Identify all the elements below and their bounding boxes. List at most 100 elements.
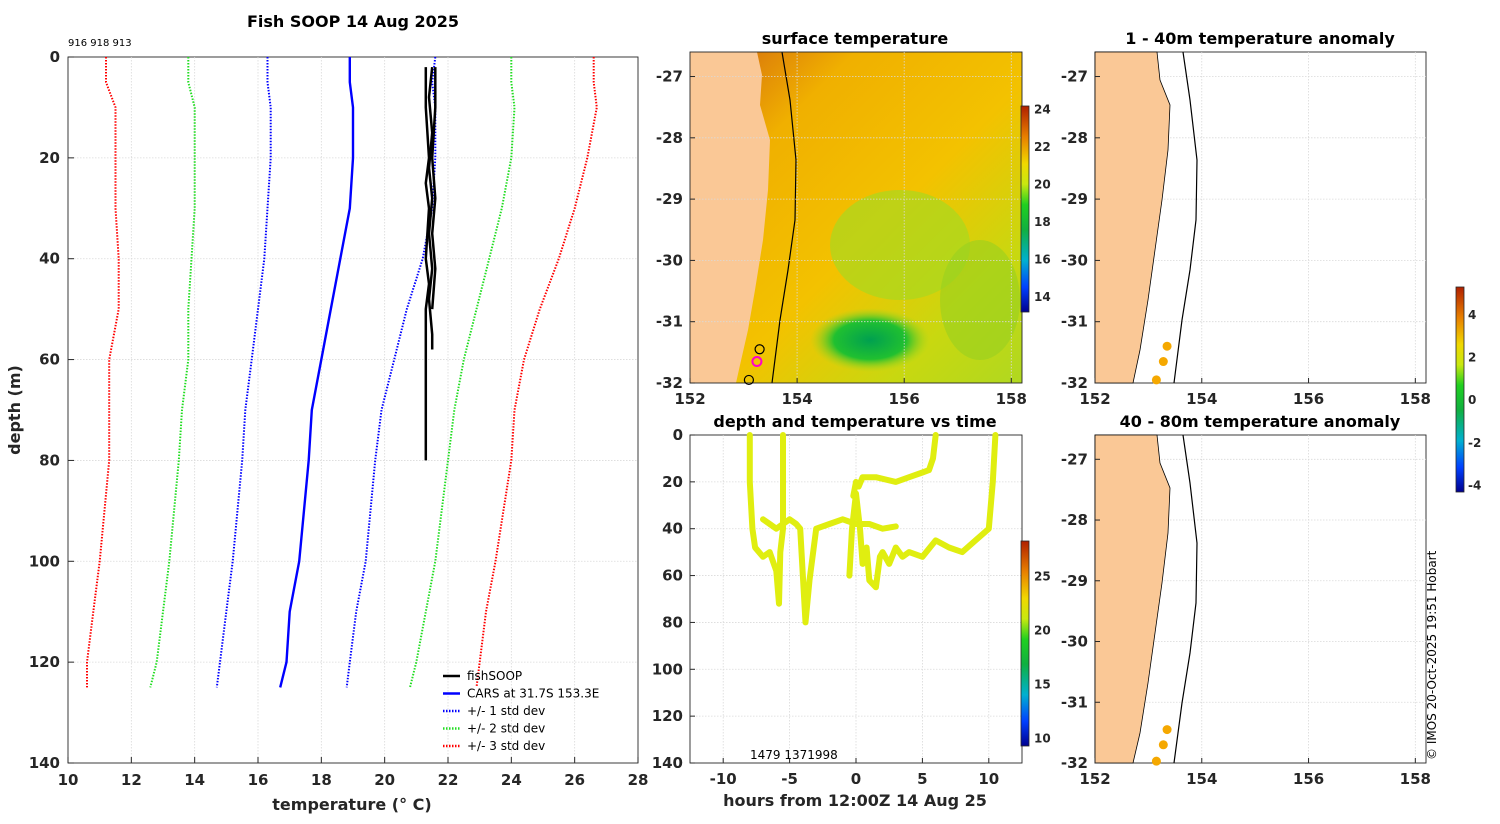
anomaly-colorbar-label: 0 (1468, 393, 1476, 407)
profile-ticks: 10 12 14 16 18 20 22 24 26 28 0 20 40 60 80 100 120 140 (29, 48, 649, 789)
time-ytick-label: 100 (652, 660, 683, 678)
sst-warm-patch (830, 190, 970, 300)
anomaly2-shelf-line (1173, 434, 1198, 764)
anomaly1-title: 1 - 40m temperature anomaly (1125, 29, 1395, 48)
time-colorbar-ticks: 10 15 20 25 (1034, 570, 1051, 746)
profile-series-4 (409, 57, 516, 688)
time-trace-1 (760, 516, 899, 626)
anomaly_40_80-ytick-label: -30 (1061, 633, 1088, 651)
anomaly-colorbar-ticks: 4 2 0 -2 -4 (1468, 308, 1481, 493)
time-title: depth and temperature vs time (713, 412, 996, 431)
anomaly_1_40-ytick-label: -30 (1061, 251, 1088, 269)
anomaly_1_40-point-2 (1151, 375, 1161, 385)
sst-xtick-label: 152 (674, 390, 705, 408)
anomaly2-ticks: 152 154 156 158 -27 -28 -29 -30 -31 -32 (1061, 450, 1431, 788)
sst-colorbar-label: 22 (1034, 140, 1051, 154)
time-x-label: hours from 12:00Z 14 Aug 25 (723, 791, 987, 810)
time-colorbar (1020, 540, 1030, 747)
legend-label-3: +/- 2 std dev (467, 722, 545, 736)
profile-series-3 (149, 57, 196, 688)
time-xtick-label: 10 (978, 770, 999, 788)
profile-xtick-label: 12 (121, 771, 142, 789)
anomaly_1_40-point-0 (1162, 341, 1172, 351)
time-ytick-label: 40 (662, 520, 683, 538)
legend-label-2: +/- 1 std dev (467, 704, 545, 718)
sst-ytick-label: -32 (656, 374, 683, 392)
anomaly_40_80-point-0 (1162, 725, 1172, 735)
sst-shelf-line (771, 52, 797, 383)
profile-y-label: depth (m) (5, 365, 24, 455)
sst-xtick-label: 156 (889, 390, 920, 408)
anomaly-colorbar-label: -4 (1468, 479, 1481, 493)
profile-ytick-label: 100 (29, 552, 60, 570)
profile-lines (86, 56, 598, 688)
sst-ticks: 152 154 156 158 -27 -28 -29 -30 -31 -32 (656, 68, 1027, 408)
time-colorbar-label: 20 (1034, 624, 1051, 638)
profile-ytick-label: 80 (39, 451, 60, 469)
anomaly_40_80-xtick-label: 158 (1400, 770, 1431, 788)
anomaly2-panel: 40 - 80m temperature anomaly 152 154 156 15… (1061, 286, 1481, 788)
profile-xtick-label: 14 (184, 771, 205, 789)
sst-colorbar-label: 14 (1034, 290, 1051, 304)
anomaly_1_40-xtick-label: 154 (1186, 390, 1217, 408)
sst-panel: surface temperature 152 154 156 158 -27 -28 -2… (656, 29, 1051, 408)
profile-series-6 (475, 57, 598, 688)
time-xtick-label: 0 (851, 770, 861, 788)
anomaly-colorbar-label: 2 (1468, 350, 1476, 364)
time-ytick-label: 120 (652, 707, 683, 725)
profile-series-8 (427, 66, 434, 350)
time-colorbar-label: 10 (1034, 731, 1051, 745)
anomaly_40_80-xtick-label: 152 (1079, 770, 1110, 788)
anomaly_40_80-ytick-label: -27 (1061, 450, 1088, 468)
profile-ytick-label: 120 (29, 653, 60, 671)
anomaly-colorbar-label: -2 (1468, 436, 1481, 450)
anomaly_1_40-point-1 (1158, 357, 1168, 367)
anomaly_1_40-ytick-label: -32 (1061, 374, 1088, 392)
profile-series-0 (279, 57, 355, 688)
anomaly_40_80-ytick-label: -31 (1061, 693, 1088, 711)
anomaly-colorbar-label: 4 (1468, 308, 1476, 322)
anomaly1-panel: 1 - 40m temperature anomaly 152 154 156 158… (1061, 29, 1431, 408)
profile-xtick-label: 10 (58, 771, 79, 789)
sst-ytick-label: -29 (656, 190, 683, 208)
profile-x-label: temperature (° C) (272, 795, 431, 814)
profile-series-5 (86, 57, 120, 688)
sst-ytick-label: -30 (656, 251, 683, 269)
anomaly1-land (1094, 51, 1171, 384)
sst-colorbar-label: 24 (1034, 103, 1051, 117)
sst-marker-1 (751, 356, 763, 368)
sst-colorbar-label: 16 (1034, 253, 1051, 267)
sst-grid (690, 52, 1022, 383)
profile-ytick-label: 20 (39, 149, 60, 167)
profile-series-9 (430, 67, 437, 310)
profile-xtick-label: 18 (311, 771, 332, 789)
legend-label-4: +/- 3 std dev (467, 739, 545, 753)
anomaly2-land (1094, 434, 1171, 764)
profile-ytick-label: 140 (29, 754, 60, 772)
time-ytick-label: 0 (673, 426, 683, 444)
sst-xtick-label: 158 (996, 390, 1027, 408)
anomaly_40_80-point-1 (1158, 740, 1168, 750)
anomaly_1_40-ytick-label: -31 (1061, 313, 1088, 331)
sst-cool-eddy (810, 308, 930, 372)
time-ytick-label: 20 (662, 473, 683, 491)
profile-xtick-label: 20 (374, 771, 395, 789)
profile-series-1 (215, 57, 272, 688)
profile-panel: Fish SOOP 14 Aug 2025 916 918 913 10 12 14… (5, 12, 648, 814)
sst-colorbar-ticks: 14 16 18 20 22 24 (1034, 103, 1051, 304)
time-traces (746, 432, 999, 626)
time-ytick-label: 60 (662, 567, 683, 585)
profile-legend: fishSOOP CARS at 31.7S 153.3E +/- 1 std de… (443, 669, 599, 753)
anomaly_1_40-xtick-label: 158 (1400, 390, 1431, 408)
time-colorbar-label: 25 (1034, 570, 1051, 584)
sst-ytick-label: -28 (656, 129, 683, 147)
time-ytick-label: 140 (652, 754, 683, 772)
sst-title: surface temperature (762, 29, 949, 48)
sst-field (690, 52, 1022, 383)
time-grid (690, 435, 1022, 763)
time-ytick-label: 80 (662, 613, 683, 631)
profile-id-labels: 916 918 913 (68, 38, 132, 49)
time-trace-0 (746, 432, 786, 607)
